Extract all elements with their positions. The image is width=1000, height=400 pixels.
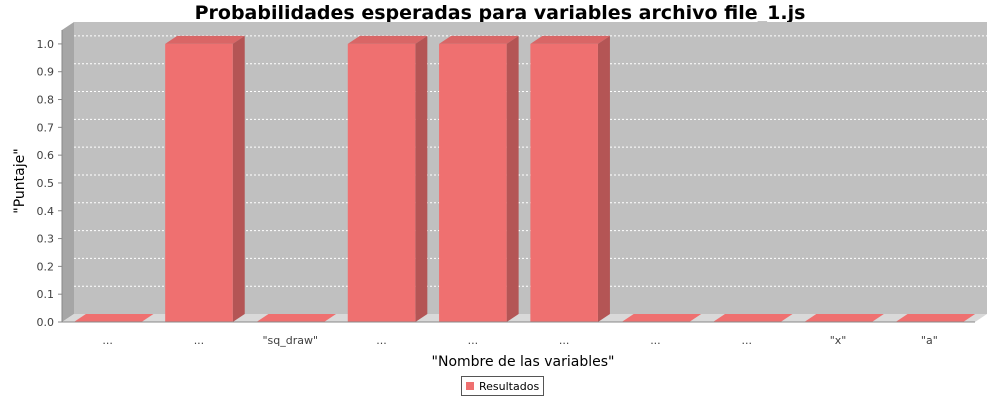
- bar-side-face: [597, 35, 610, 323]
- bar-zero-face: [895, 314, 976, 322]
- y-tick-label: 0.7: [37, 121, 55, 134]
- bar-front-face: [530, 43, 598, 323]
- chart-title: Probabilidades esperadas para variables …: [194, 2, 806, 24]
- y-tick-label: 0.9: [37, 66, 55, 79]
- x-tick-label: "sq_draw": [262, 334, 318, 347]
- y-tick-label: 0.6: [37, 149, 55, 162]
- x-tick-label: "x": [830, 334, 847, 347]
- y-axis-title: "Puntaje": [12, 148, 28, 213]
- bar-top-face: [530, 35, 610, 44]
- plot-left-wall: [62, 22, 74, 322]
- bar-side-face: [415, 35, 428, 323]
- y-tick-label: 0.1: [37, 288, 55, 301]
- bar-side-face: [232, 35, 245, 323]
- bar: [804, 314, 884, 322]
- bars: [73, 35, 976, 323]
- bar-zero-face: [712, 314, 793, 322]
- y-tick-label: 0.5: [37, 177, 55, 190]
- legend-swatch: [466, 382, 474, 390]
- y-tick-label: 0.0: [37, 316, 55, 329]
- legend: Resultados: [461, 376, 545, 396]
- bar-zero-face: [256, 314, 337, 322]
- bar-top-face: [347, 35, 428, 44]
- bar: [895, 314, 976, 322]
- y-tick-label: 0.3: [37, 233, 55, 246]
- bar: [165, 35, 245, 323]
- bar-front-face: [165, 43, 233, 323]
- bar-front-face: [347, 43, 416, 323]
- x-tick-label: ...: [468, 334, 479, 347]
- bar-top-face: [439, 35, 519, 44]
- bar: [439, 35, 519, 323]
- y-tick-label: 1.0: [37, 38, 55, 51]
- x-axis: ...... "sq_draw"............... "x" "a": [62, 321, 975, 347]
- y-axis: 0.0 0.1 0.2 0.3 0.4 0.5 0.6 0.7 0.8 0.9 1.0: [37, 30, 63, 329]
- bar: [621, 314, 702, 322]
- y-tick-label: 0.8: [37, 94, 55, 107]
- bar: [256, 314, 337, 322]
- x-axis-title: "Nombre de las variables": [432, 354, 615, 370]
- bar: [347, 35, 428, 323]
- legend-label: Resultados: [479, 379, 540, 393]
- y-tick-label: 0.2: [37, 260, 55, 273]
- bar-front-face: [439, 43, 507, 323]
- bar-top-face: [165, 35, 245, 44]
- bar-zero-face: [804, 314, 884, 322]
- bar-zero-face: [621, 314, 702, 322]
- x-tick-label: ...: [559, 334, 570, 347]
- y-tick-label: 0.4: [37, 205, 55, 218]
- bar: [530, 35, 610, 323]
- x-tick-label: ...: [194, 334, 205, 347]
- bar-side-face: [506, 35, 519, 323]
- x-tick-label: ...: [742, 334, 753, 347]
- bar: [73, 314, 154, 322]
- bar-zero-face: [73, 314, 154, 322]
- x-tick-label: ...: [376, 334, 387, 347]
- bar: [712, 314, 793, 322]
- x-tick-label: ...: [650, 334, 661, 347]
- x-tick-label: ...: [102, 334, 113, 347]
- x-tick-label: "a": [921, 334, 938, 347]
